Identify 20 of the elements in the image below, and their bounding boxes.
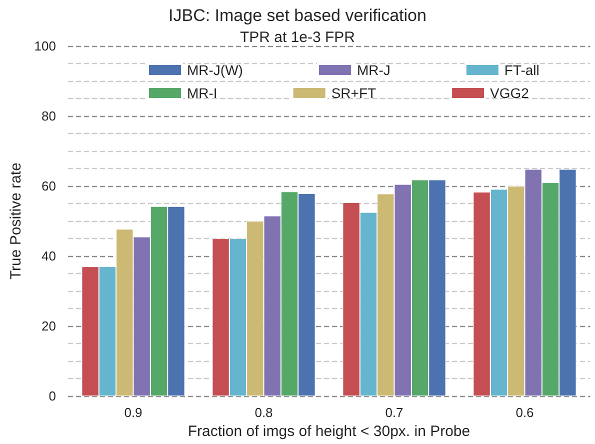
legend-label: MR-J (356, 62, 390, 78)
x-tick-label: 0.6 (516, 405, 534, 420)
y-tick-label: 20 (42, 318, 56, 334)
legend-label: VGG2 (490, 85, 530, 101)
x-axis-title: Fraction of imgs of height < 30px. in Probe (188, 423, 470, 440)
y-tick-label: 60 (42, 178, 56, 194)
legend-label: MR-I (187, 85, 218, 101)
chart-subtitle: TPR at 1e-3 FPR (240, 29, 356, 46)
y-tick-label: 80 (42, 108, 56, 124)
x-tick-label: 0.8 (254, 405, 273, 420)
legend-label: FT-all (504, 62, 540, 78)
x-tick-label: 0.9 (124, 405, 142, 420)
y-tick-label: 0 (48, 388, 56, 404)
x-tick-label: 0.7 (385, 405, 404, 420)
y-tick-label: 100 (34, 38, 56, 54)
y-tick-label: 40 (42, 248, 56, 264)
y-axis-title: True Positive rate (7, 162, 24, 280)
legend-label: SR+FT (331, 85, 376, 101)
chart-title: IJBC: Image set based verification (168, 6, 426, 25)
legend-label: MR-J(W) (187, 62, 243, 78)
